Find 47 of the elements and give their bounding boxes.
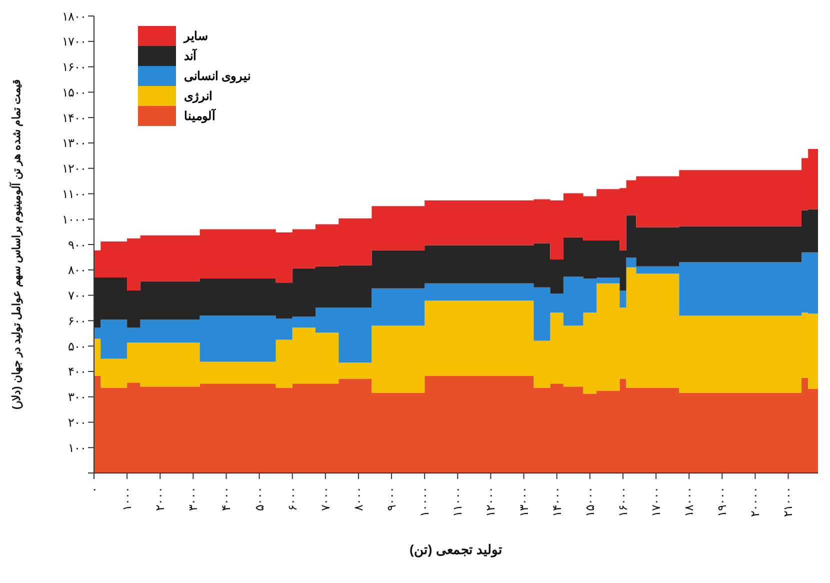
x-tick-label: ۰ (87, 487, 101, 493)
y-axis-title: قیمت تمام شده هر تن آلومینیوم براساس سهم عوامل تولید در جهان (دلار) (8, 80, 23, 410)
x-tick-label: ۱۲۰۰۰ (484, 487, 498, 517)
y-tick-label: ۴۰۰ (68, 364, 86, 379)
x-tick-label: ۱۷۰۰۰ (649, 487, 664, 517)
x-tick-label: ۸۰۰۰ (351, 487, 366, 511)
legend-label: سایر (184, 29, 208, 43)
x-tick-label: ۱۹۰۰۰ (715, 487, 730, 517)
y-tick-label: ۳۰۰ (68, 390, 86, 404)
x-tick-label: ۴۰۰۰ (219, 487, 234, 511)
y-tick-label: ۷۰۰ (68, 288, 86, 303)
legend-label: نیروی انسانی (184, 69, 250, 83)
legend-label: آلومینا (184, 109, 215, 123)
y-tick-label: ۶۰۰ (68, 314, 86, 328)
y-tick-label: ۱۵۰۰ (62, 85, 86, 100)
x-tick-label: ۷۰۰۰ (318, 487, 332, 511)
x-tick-label: ۱۱۰۰۰ (450, 487, 465, 517)
x-axis-title: تولید تجمعی (تن) (410, 542, 502, 558)
legend-label: آند (184, 49, 196, 63)
y-tick-label: ۱۸۰۰ (62, 9, 86, 24)
y-tick-label: ۹۰۰ (68, 238, 86, 252)
x-tick-label: ۶۰۰۰ (285, 487, 300, 511)
y-tick-label: ۸۰۰ (68, 263, 86, 278)
x-tick-label: ۲۰۰۰ (153, 487, 168, 511)
x-tick-label: ۳۰۰۰ (186, 487, 200, 511)
x-tick-label: ۱۳۰۰۰ (516, 487, 531, 517)
x-tick-label: ۲۱۰۰۰ (781, 487, 796, 517)
x-tick-label: ۱۸۰۰۰ (682, 487, 696, 517)
y-tick-label: ۱۱۰۰ (62, 186, 86, 201)
x-tick-label: ۵۰۰۰ (252, 487, 266, 511)
x-tick-label: ۹۰۰۰ (384, 487, 399, 511)
legend-label: انرژی (184, 89, 212, 103)
x-tick-label: ۱۴۰۰۰ (550, 487, 564, 517)
x-tick-label: ۱۵۰۰۰ (582, 487, 597, 517)
y-tick-label: ۱۰۰ (68, 440, 86, 455)
y-tick-label: ۱۰۰۰ (62, 212, 86, 226)
y-tick-label: ۵۰۰ (68, 339, 86, 354)
y-tick-label: ۱۳۰۰ (62, 136, 86, 150)
y-tick-label: ۱۲۰۰ (62, 162, 86, 176)
y-tick-label: ۲۰۰ (68, 415, 86, 430)
x-tick-label: ۱۰۰۰ (120, 487, 134, 511)
y-tick-label: ۱۷۰۰ (62, 34, 86, 49)
x-tick-label: ۱۰۰۰۰ (418, 487, 432, 517)
x-tick-label: ۲۰۰۰۰ (748, 487, 762, 517)
x-tick-label: ۱۶۰۰۰ (616, 487, 630, 517)
y-tick-label: ۱۶۰۰ (62, 60, 86, 74)
y-tick-label: ۱۴۰۰ (62, 110, 86, 125)
